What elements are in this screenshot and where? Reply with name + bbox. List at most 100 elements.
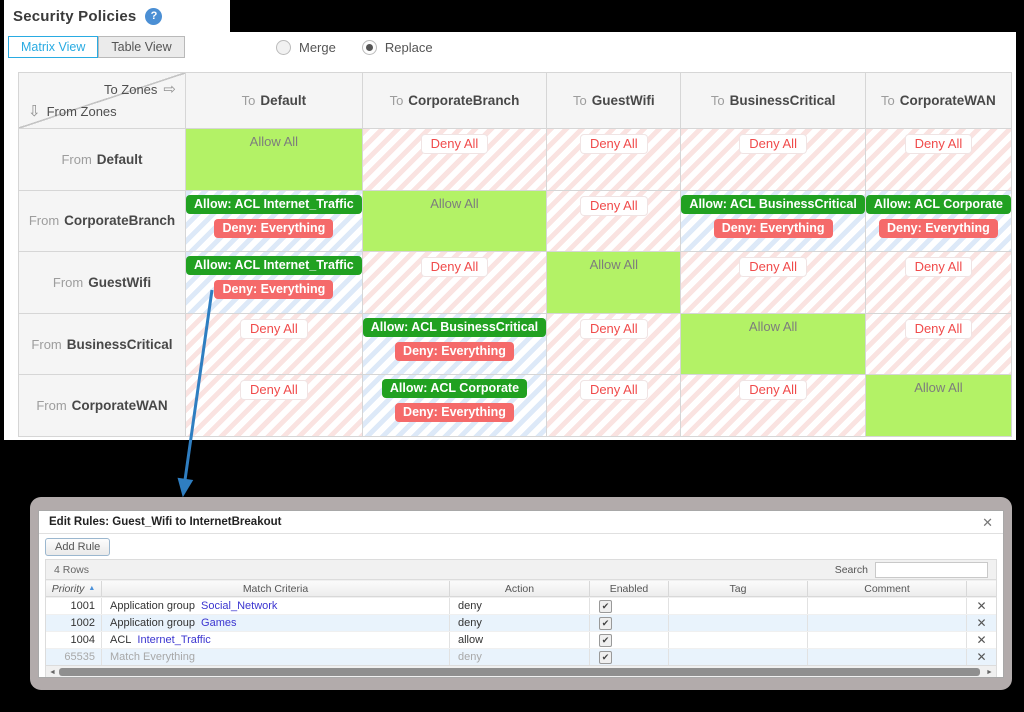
page-header: Security Policies ?	[4, 0, 230, 32]
row-header-corporatewan: From CorporateWAN	[19, 375, 186, 437]
radio-merge[interactable]: Merge	[276, 40, 336, 55]
rule-enabled-cell: ✔	[590, 598, 669, 614]
radio-replace-label: Replace	[384, 40, 433, 55]
matrix-cell[interactable]: Allow All	[362, 190, 548, 253]
matrix-cell[interactable]: Allow: ACL BusinessCritical Deny: Everyt…	[681, 190, 866, 253]
match-criteria-link[interactable]: Social_Network	[201, 600, 278, 612]
row-header-corporatebranch: From CorporateBranch	[19, 190, 186, 253]
main-panel: Matrix View Table View Merge Replace To …	[4, 32, 1016, 440]
scroll-left-icon[interactable]: ◄	[49, 668, 56, 676]
add-rule-button[interactable]: Add Rule	[45, 538, 111, 556]
col-header-guestwifi: To GuestWifi	[547, 73, 682, 129]
radio-replace-circle[interactable]	[361, 40, 377, 55]
matrix-cell[interactable]: Deny All	[186, 313, 363, 376]
enabled-checkbox[interactable]: ✔	[599, 599, 612, 613]
matrix-cell[interactable]: Allow All	[681, 313, 866, 376]
allow-rule-badge: Allow: ACL Corporate	[381, 379, 528, 399]
rule-tag	[669, 598, 808, 614]
matrix-cell[interactable]: Deny All	[681, 375, 866, 437]
rule-enabled-cell: ✔	[590, 632, 669, 648]
rule-comment	[808, 598, 967, 614]
radio-merge-label: Merge	[299, 40, 336, 55]
matrix-cell[interactable]: Deny All	[547, 375, 682, 437]
delete-rule-icon[interactable]: ✕	[976, 616, 987, 630]
matrix-cell[interactable]: Allow: ACL Corporate Deny: Everything	[362, 375, 548, 437]
rule-priority: 1001	[46, 598, 102, 614]
rule-priority: 1004	[46, 632, 102, 648]
horizontal-scrollbar[interactable]: ◄ ►	[45, 666, 997, 677]
column-header-enabled[interactable]: Enabled	[590, 581, 669, 596]
matrix-cell[interactable]: Allow: ACL Corporate Deny: Everything	[865, 190, 1012, 253]
matrix-corner-cell: To Zones ⇨ ⇩ From Zones	[19, 73, 186, 129]
matrix-cell[interactable]: Deny All	[681, 252, 866, 314]
scrollbar-thumb[interactable]	[59, 668, 980, 676]
row-header-default: From Default	[19, 129, 186, 191]
matrix-cell[interactable]: Allow: ACL BusinessCritical Deny: Everyt…	[362, 313, 548, 376]
delete-rule-icon[interactable]: ✕	[976, 633, 987, 647]
matrix-cell[interactable]: Deny All	[865, 129, 1012, 191]
matrix-cell[interactable]: Deny All	[547, 129, 682, 191]
edit-rules-dialog: Edit Rules: Guest_Wifi to InternetBreako…	[30, 497, 1012, 690]
allow-rule-badge: Allow: ACL Corporate	[865, 194, 1011, 214]
scroll-right-icon[interactable]: ►	[986, 668, 993, 676]
rule-match-criteria: Application group Games	[102, 615, 450, 631]
rule-action: deny	[450, 649, 590, 665]
dialog-title: Edit Rules: Guest_Wifi to InternetBreako…	[49, 516, 282, 528]
rule-match-criteria: ACL Internet_Traffic	[102, 632, 450, 648]
matrix-cell[interactable]: Deny All	[865, 313, 1012, 376]
dialog-toolbar-top: Add Rule	[39, 534, 1003, 559]
matrix-cell[interactable]: Deny All	[681, 129, 866, 191]
allow-rule-badge: Allow: ACL Internet_Traffic	[186, 256, 362, 276]
match-criteria-link[interactable]: Games	[201, 617, 237, 629]
rule-match-criteria: Match Everything	[102, 649, 450, 665]
close-icon[interactable]: ✕	[982, 514, 993, 530]
matrix-cell[interactable]: Allow: ACL Internet_Traffic Deny: Everyt…	[186, 190, 363, 253]
matrix-cell[interactable]: Deny All	[547, 313, 682, 376]
from-zones-label: ⇩ From Zones	[28, 103, 117, 120]
delete-rule-icon[interactable]: ✕	[976, 599, 987, 613]
enabled-checkbox[interactable]: ✔	[599, 650, 612, 664]
column-header-action[interactable]: Action	[450, 581, 590, 596]
radio-replace[interactable]: Replace	[361, 40, 433, 55]
column-header-priority[interactable]: Priority ▲	[46, 581, 102, 596]
matrix-cell[interactable]: Deny All	[865, 252, 1012, 314]
tab-matrix-view[interactable]: Matrix View	[8, 36, 99, 58]
tab-table-view[interactable]: Table View	[98, 36, 185, 58]
help-icon[interactable]: ?	[145, 7, 163, 25]
radio-merge-circle[interactable]	[276, 40, 291, 55]
matrix-cell[interactable]: Deny All	[362, 252, 548, 314]
column-header-match-criteria[interactable]: Match Criteria	[102, 581, 450, 596]
rules-grid: Priority ▲ Match Criteria Action Enabled …	[45, 580, 997, 666]
right-arrow-icon: ⇨	[163, 81, 176, 98]
enabled-checkbox[interactable]: ✔	[599, 616, 612, 630]
view-tabs: Matrix View Table View	[8, 36, 185, 58]
matrix-cell[interactable]: Deny All	[362, 129, 548, 191]
enabled-checkbox[interactable]: ✔	[599, 633, 612, 647]
matrix-cell[interactable]: Allow All	[865, 375, 1012, 437]
policy-matrix: To Zones ⇨ ⇩ From Zones To Default To Corp…	[18, 72, 1012, 437]
row-header-businesscritical: From BusinessCritical	[19, 313, 186, 376]
rule-comment	[808, 632, 967, 648]
matrix-cell[interactable]: Allow All	[547, 252, 682, 314]
deny-rule-badge: Deny: Everything	[879, 218, 998, 238]
deny-rule-badge: Deny: Everything	[214, 280, 334, 300]
search-input[interactable]	[875, 561, 988, 578]
allow-rule-badge: Allow: ACL BusinessCritical	[362, 317, 547, 337]
matrix-cell-guestwifi-default[interactable]: Allow: ACL Internet_Traffic Deny: Everyt…	[186, 252, 363, 314]
grid-toolbar: 4 Rows Search	[45, 559, 997, 580]
rule-action: deny	[450, 598, 590, 614]
matrix-cell[interactable]: Allow All	[186, 129, 363, 191]
matrix-cell[interactable]: Deny All	[547, 190, 682, 253]
matrix-cell[interactable]: Deny All	[186, 375, 363, 437]
rule-action: allow	[450, 632, 590, 648]
rule-row: 1001 Application group Social_Network de…	[46, 597, 996, 614]
column-header-comment[interactable]: Comment	[808, 581, 967, 596]
rule-comment	[808, 615, 967, 631]
deny-rule-badge: Deny: Everything	[395, 403, 514, 423]
match-criteria-link[interactable]: Internet_Traffic	[137, 634, 211, 646]
rule-row: 1002 Application group Games deny ✔ ✕	[46, 614, 996, 631]
column-header-tag[interactable]: Tag	[669, 581, 808, 596]
rule-tag	[669, 632, 808, 648]
deny-rule-badge: Deny: Everything	[713, 218, 833, 238]
delete-rule-icon[interactable]: ✕	[976, 650, 987, 664]
